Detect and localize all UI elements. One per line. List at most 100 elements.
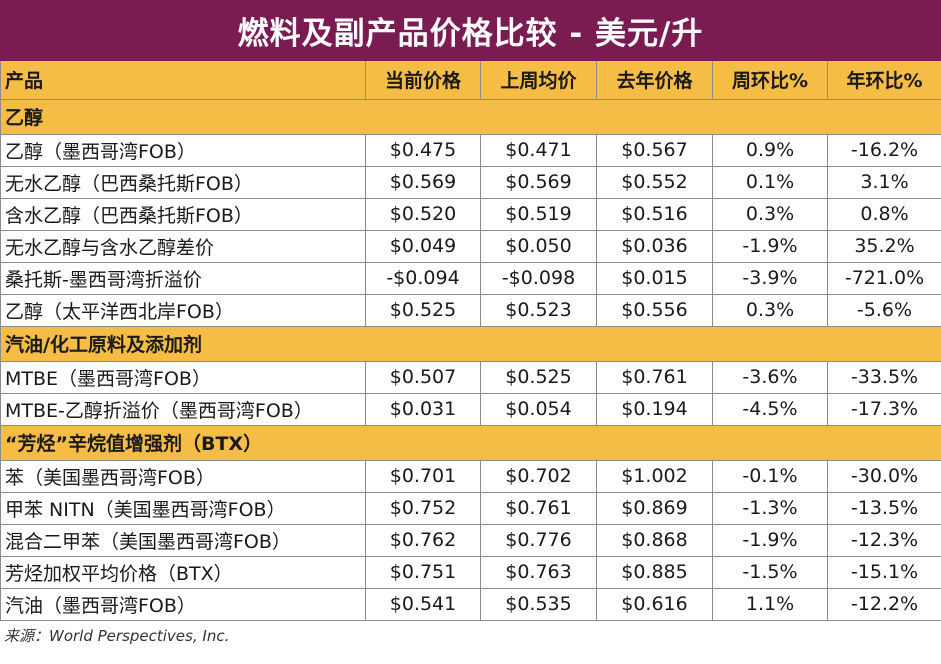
column-header-product: 产品 [0,61,366,100]
current-cell: $0.031 [365,392,481,426]
current-cell: $0.752 [365,491,481,525]
column-header-last-week: 上周均价 [480,61,597,100]
table-row: 甲苯 NITN（美国墨西哥湾FOB） $0.752 $0.761 $0.869 -1.3… [0,491,941,525]
table-row: MTBE-乙醇折溢价（墨西哥湾FOB） $0.031 $0.054 $0.194 -4.… [0,392,941,426]
last-year-cell: $0.761 [596,360,713,394]
table-row: 无水乙醇（巴西桑托斯FOB） $0.569 $0.569 $0.552 0.1% 3.1% [0,165,941,199]
wow-cell: -0.1% [712,459,828,493]
last-week-cell: $0.776 [480,523,597,557]
product-name-cell: 乙醇（墨西哥湾FOB） [0,133,366,167]
wow-cell: 0.3% [712,293,828,327]
column-header-wow: 周环比% [712,61,828,100]
last-week-cell: $0.054 [480,392,597,426]
table-row: 无水乙醇与含水乙醇差价 $0.049 $0.050 $0.036 -1.9% 35.2% [0,229,941,263]
last-week-cell: $0.569 [480,165,597,199]
current-cell: $0.520 [365,197,481,231]
last-week-cell: $0.050 [480,229,597,263]
yoy-cell: -12.3% [827,523,941,557]
wow-cell: -1.9% [712,229,828,263]
yoy-cell: 0.8% [827,197,941,231]
last-year-cell: $0.556 [596,293,713,327]
product-name-cell: 含水乙醇（巴西桑托斯FOB） [0,197,366,231]
section-row: 汽油/化工原料及添加剂 [0,325,941,362]
product-name-cell: 苯（美国墨西哥湾FOB） [0,459,366,493]
last-week-cell: $0.761 [480,491,597,525]
last-year-cell: $0.015 [596,261,713,295]
wow-cell: -3.9% [712,261,828,295]
current-cell: $0.751 [365,555,481,589]
product-name-cell: 甲苯 NITN（美国墨西哥湾FOB） [0,491,366,525]
yoy-cell: -15.1% [827,555,941,589]
section-row: 乙醇 [0,98,941,135]
yoy-cell: -12.2% [827,587,941,621]
table-row: 桑托斯-墨西哥湾折溢价 -$0.094 -$0.098 $0.015 -3.9% -721… [0,261,941,295]
last-year-cell: $0.868 [596,523,713,557]
last-week-cell: $0.519 [480,197,597,231]
section-label: 乙醇 [0,98,941,135]
table-row: 汽油（墨西哥湾FOB） $0.541 $0.535 $0.616 1.1% -12.2% [0,587,941,621]
last-year-cell: $0.885 [596,555,713,589]
table-row: 乙醇（墨西哥湾FOB） $0.475 $0.471 $0.567 0.9% -16.2% [0,133,941,167]
current-cell: $0.525 [365,293,481,327]
last-week-cell: $0.702 [480,459,597,493]
wow-cell: -1.3% [712,491,828,525]
yoy-cell: -33.5% [827,360,941,394]
table-row: 芳烃加权平均价格（BTX） $0.751 $0.763 $0.885 -1.5% -15.… [0,555,941,589]
last-year-cell: $0.194 [596,392,713,426]
table-header-row: 产品 当前价格 上周均价 去年价格 周环比% 年环比% [0,61,941,100]
product-name-cell: 混合二甲苯（美国墨西哥湾FOB） [0,523,366,557]
table-row: 乙醇（太平洋西北岸FOB） $0.525 $0.523 $0.556 0.3% -5.6% [0,293,941,327]
column-header-current: 当前价格 [365,61,481,100]
last-week-cell: -$0.098 [480,261,597,295]
yoy-cell: -30.0% [827,459,941,493]
product-name-cell: 桑托斯-墨西哥湾折溢价 [0,261,366,295]
last-year-cell: $0.567 [596,133,713,167]
page-title: 燃料及副产品价格比较 - 美元/升 [0,0,941,61]
last-week-cell: $0.763 [480,555,597,589]
last-year-cell: $0.036 [596,229,713,263]
current-cell: $0.762 [365,523,481,557]
table-row: 苯（美国墨西哥湾FOB） $0.701 $0.702 $1.002 -0.1% -30.0… [0,459,941,493]
last-year-cell: $0.552 [596,165,713,199]
yoy-cell: -721.0% [827,261,941,295]
yoy-cell: -17.3% [827,392,941,426]
current-cell: -$0.094 [365,261,481,295]
table-row: 混合二甲苯（美国墨西哥湾FOB） $0.762 $0.776 $0.868 -1.9% -… [0,523,941,557]
yoy-cell: -5.6% [827,293,941,327]
wow-cell: -1.5% [712,555,828,589]
price-table: 产品 当前价格 上周均价 去年价格 周环比% 年环比% 乙醇 乙醇（墨西哥湾FOB… [0,61,941,621]
column-header-last-year: 去年价格 [596,61,713,100]
wow-cell: 0.9% [712,133,828,167]
last-week-cell: $0.535 [480,587,597,621]
column-header-yoy: 年环比% [827,61,941,100]
wow-cell: 0.1% [712,165,828,199]
product-name-cell: 汽油（墨西哥湾FOB） [0,587,366,621]
product-name-cell: MTBE-乙醇折溢价（墨西哥湾FOB） [0,392,366,426]
current-cell: $0.701 [365,459,481,493]
yoy-cell: 3.1% [827,165,941,199]
table-row: MTBE（墨西哥湾FOB） $0.507 $0.525 $0.761 -3.6% -33.… [0,360,941,394]
product-name-cell: 乙醇（太平洋西北岸FOB） [0,293,366,327]
product-name-cell: 无水乙醇（巴西桑托斯FOB） [0,165,366,199]
wow-cell: -3.6% [712,360,828,394]
yoy-cell: -16.2% [827,133,941,167]
last-year-cell: $0.516 [596,197,713,231]
table-body: 乙醇 乙醇（墨西哥湾FOB） $0.475 $0.471 $0.567 0.9% -16.2… [0,98,941,621]
last-week-cell: $0.471 [480,133,597,167]
current-cell: $0.507 [365,360,481,394]
yoy-cell: -13.5% [827,491,941,525]
product-name-cell: 无水乙醇与含水乙醇差价 [0,229,366,263]
current-cell: $0.049 [365,229,481,263]
wow-cell: -1.9% [712,523,828,557]
wow-cell: 1.1% [712,587,828,621]
last-week-cell: $0.525 [480,360,597,394]
section-row: “芳烃”辛烷值增强剂（BTX） [0,424,941,461]
source-note: 来源：World Perspectives, Inc. [4,626,230,645]
product-name-cell: 芳烃加权平均价格（BTX） [0,555,366,589]
last-week-cell: $0.523 [480,293,597,327]
last-year-cell: $0.869 [596,491,713,525]
last-year-cell: $0.616 [596,587,713,621]
current-cell: $0.475 [365,133,481,167]
wow-cell: -4.5% [712,392,828,426]
product-name-cell: MTBE（墨西哥湾FOB） [0,360,366,394]
